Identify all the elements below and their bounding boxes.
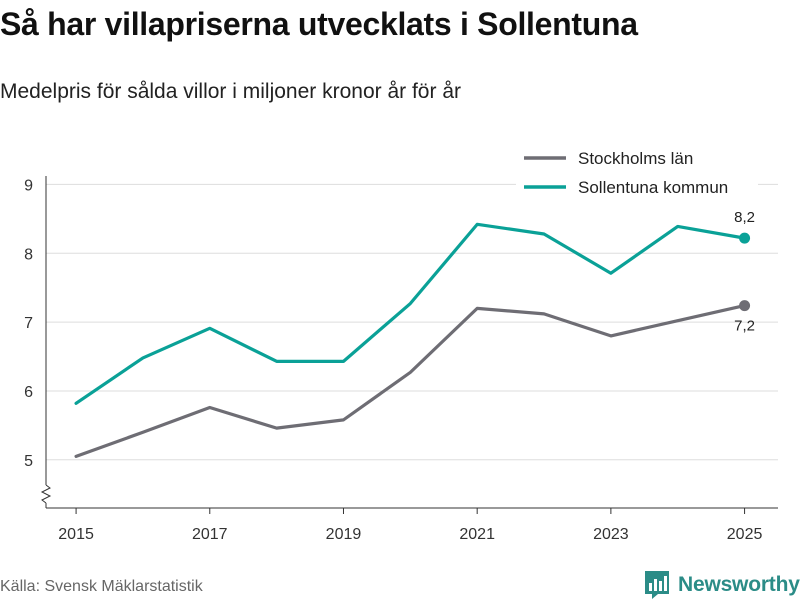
series-lines — [74, 222, 751, 458]
legend: Stockholms län Sollentuna kommun — [516, 143, 758, 201]
end-value-label-0: 7,2 — [734, 318, 755, 335]
axis-break-icon — [40, 484, 52, 504]
end-marker-0 — [739, 300, 751, 312]
x-tick-label-2017: 2017 — [192, 526, 228, 543]
y-tick-label-9: 9 — [24, 177, 33, 194]
y-tick-label-6: 6 — [24, 384, 33, 401]
series-line-0 — [74, 303, 747, 458]
chart-title: Så har villapriserna utvecklats i Sollen… — [0, 6, 638, 42]
y-tick-label-7: 7 — [24, 315, 33, 332]
x-tick-label-2025: 2025 — [727, 526, 763, 543]
y-tick-label-5: 5 — [24, 453, 33, 470]
legend-label-0: Stockholms län — [578, 149, 693, 168]
x-tick-label-2021: 2021 — [459, 526, 495, 543]
data-labels: 7,2 8,2 — [734, 209, 755, 334]
end-value-label-1: 8,2 — [734, 209, 755, 226]
legend-label-1: Sollentuna kommun — [578, 178, 728, 197]
y-tick-label-8: 8 — [24, 246, 33, 263]
series-line-1 — [74, 222, 747, 405]
source-note: Källa: Svensk Mäklarstatistik — [0, 578, 203, 595]
chart-subtitle: Medelpris för sålda villor i miljoner kr… — [0, 80, 461, 103]
legend-background — [516, 143, 758, 201]
end-marker-1 — [739, 232, 751, 244]
newsworthy-logo[interactable]: Newsworthy — [644, 570, 800, 600]
x-tick-label-2019: 2019 — [326, 526, 362, 543]
newsworthy-logo-text: Newsworthy — [678, 573, 800, 596]
axes: 5 6 7 8 9 2015 2017 2019 2021 2023 2025 — [24, 176, 778, 543]
gridlines — [46, 183, 778, 461]
x-tick-label-2023: 2023 — [593, 526, 629, 543]
newsworthy-logo-icon — [645, 571, 669, 599]
x-tick-label-2015: 2015 — [58, 526, 94, 543]
